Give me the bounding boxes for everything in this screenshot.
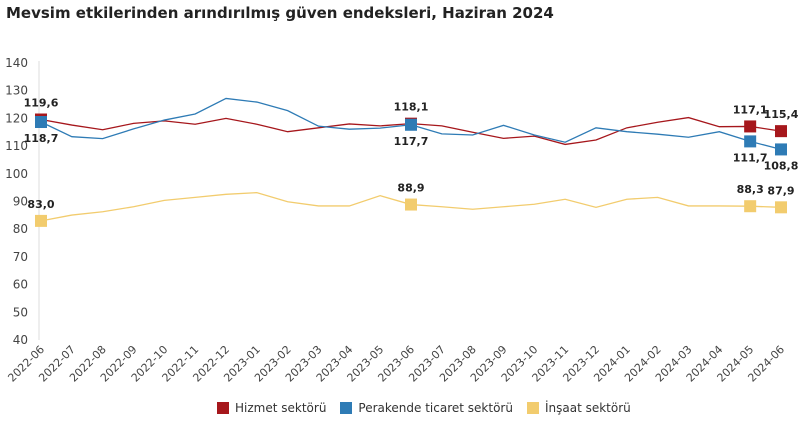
data-marker xyxy=(775,125,787,138)
data-label: 111,7 xyxy=(733,151,768,164)
y-tick-label: 120 xyxy=(5,111,28,125)
y-tick-label: 70 xyxy=(13,250,28,264)
y-tick-label: 40 xyxy=(13,333,28,347)
data-label: 88,3 xyxy=(737,183,764,196)
data-label: 115,4 xyxy=(764,108,799,121)
y-tick-label: 50 xyxy=(13,305,28,319)
y-tick-label: 140 xyxy=(5,56,28,70)
data-marker xyxy=(744,135,757,148)
y-tick-label: 110 xyxy=(5,139,28,153)
legend-item-hizmet[interactable]: Hizmet sektörü xyxy=(217,401,326,415)
data-label: 87,9 xyxy=(767,184,794,197)
data-marker xyxy=(775,143,787,156)
legend-item-perakende[interactable]: Perakende ticaret sektörü xyxy=(340,401,513,415)
y-tick-label: 130 xyxy=(5,84,28,98)
chart-title: Mevsim etkilerinden arındırılmış güven e… xyxy=(6,4,554,22)
legend: Hizmet sektörü Perakende ticaret sektörü… xyxy=(217,401,631,415)
data-marker xyxy=(35,116,47,129)
data-marker xyxy=(744,200,757,213)
data-label: 117,7 xyxy=(394,135,429,148)
data-label: 118,7 xyxy=(24,132,59,145)
data-marker xyxy=(405,118,417,131)
data-label: 119,6 xyxy=(24,97,59,110)
data-marker xyxy=(744,120,757,133)
y-tick-label: 90 xyxy=(13,195,28,209)
legend-swatch xyxy=(526,402,539,414)
data-label: 118,1 xyxy=(394,101,429,114)
data-label: 108,8 xyxy=(764,159,799,172)
y-tick-label: 60 xyxy=(13,278,28,292)
data-marker xyxy=(775,201,787,214)
y-tick-label: 100 xyxy=(5,167,28,181)
data-label: 88,9 xyxy=(397,182,424,195)
legend-swatch xyxy=(340,402,353,414)
legend-swatch xyxy=(217,402,229,414)
legend-label: İnşaat sektörü xyxy=(544,401,631,415)
data-marker xyxy=(405,198,417,211)
legend-label: Hizmet sektörü xyxy=(235,401,327,415)
y-tick-label: 80 xyxy=(13,222,28,236)
data-label: 117,1 xyxy=(733,103,768,116)
legend-item-insaat[interactable]: İnşaat sektörü xyxy=(526,401,631,415)
data-label: 83,0 xyxy=(27,198,54,211)
legend-label: Perakende ticaret sektörü xyxy=(358,401,513,415)
data-marker xyxy=(35,214,47,227)
